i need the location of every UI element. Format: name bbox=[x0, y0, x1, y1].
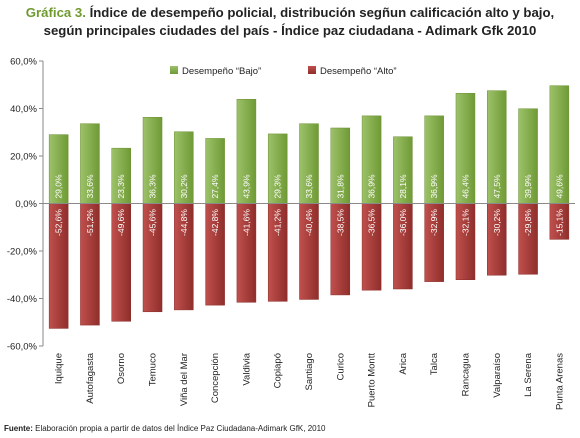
data-label-bajo: 30,2% bbox=[179, 174, 189, 199]
data-label-alto: -29,8% bbox=[523, 209, 533, 236]
x-tick-label: Puerto Montt bbox=[367, 353, 378, 408]
y-tick-label: 0,0% bbox=[15, 199, 37, 210]
chart-title-lead: Gráfica 3. bbox=[25, 5, 86, 20]
data-label-bajo: 36,9% bbox=[429, 174, 439, 199]
data-label-bajo: 43,9% bbox=[241, 174, 251, 199]
data-label-bajo: 31,8% bbox=[335, 174, 345, 199]
data-label-alto: -41,6% bbox=[241, 209, 251, 236]
y-tick-label: -60,0% bbox=[7, 342, 38, 353]
x-tick-label: Curico bbox=[335, 353, 346, 380]
x-tick-label: Punta Arenas bbox=[554, 353, 565, 410]
x-tick-label: Santiago bbox=[304, 353, 315, 391]
source-note: Fuente: Elaboración propia a partir de d… bbox=[4, 424, 326, 433]
data-label-bajo: 27,4% bbox=[210, 174, 220, 199]
data-label-bajo: 23,3% bbox=[116, 174, 126, 199]
data-label-bajo: 49,6% bbox=[554, 174, 564, 199]
data-label-alto: -32,1% bbox=[460, 209, 470, 236]
x-tick-label: Talca bbox=[429, 352, 440, 375]
x-tick-label: Valdivia bbox=[241, 352, 252, 385]
data-label-bajo: 28,1% bbox=[398, 174, 408, 199]
data-label-alto: -44,8% bbox=[179, 209, 189, 236]
chart-title-line2: según principales ciudades del país - Ín… bbox=[43, 23, 537, 38]
data-label-alto: -42,8% bbox=[210, 209, 220, 236]
data-label-alto: -38,5% bbox=[335, 209, 345, 236]
x-tick-label: Arica bbox=[398, 352, 409, 374]
data-label-alto: -41,2% bbox=[273, 209, 283, 236]
x-tick-label: Valparaíso bbox=[492, 353, 503, 398]
legend-alto-label: Desempeño “Alto” bbox=[320, 66, 397, 77]
y-tick-label: 60,0% bbox=[10, 57, 37, 68]
chart-title-text: Índice de desempeño policial, distribuci… bbox=[85, 5, 555, 20]
data-label-alto: -51,2% bbox=[85, 209, 95, 236]
chart-title-line1: Gráfica 3. Índice de desempeño policial,… bbox=[0, 4, 580, 22]
x-tick-label: Copiapó bbox=[273, 353, 284, 388]
y-tick-label: 40,0% bbox=[10, 104, 37, 115]
data-label-bajo: 36,9% bbox=[367, 174, 377, 199]
data-label-bajo: 47,5% bbox=[492, 174, 502, 199]
legend-alto-swatch bbox=[308, 66, 316, 74]
x-tick-label: Temuco bbox=[148, 353, 159, 386]
x-tick-label: Iquique bbox=[54, 353, 65, 384]
data-label-bajo: 39,9% bbox=[523, 174, 533, 199]
x-tick-label: La Serena bbox=[523, 352, 534, 397]
data-label-bajo: 33,6% bbox=[85, 174, 95, 199]
y-tick-label: -40,0% bbox=[7, 294, 38, 305]
x-tick-label: Concepción bbox=[210, 353, 221, 403]
data-label-alto: -36,5% bbox=[367, 209, 377, 236]
legend-bajo-label: Desempeño “Bajo” bbox=[182, 66, 261, 77]
legend-bajo-swatch bbox=[170, 66, 178, 74]
data-label-alto: -15,1% bbox=[554, 209, 564, 236]
y-tick-label: -20,0% bbox=[7, 247, 38, 258]
data-label-bajo: 29,3% bbox=[273, 174, 283, 199]
source-label: Fuente: bbox=[4, 424, 33, 433]
data-label-alto: -40,4% bbox=[304, 209, 314, 236]
data-label-bajo: 29,0% bbox=[54, 174, 64, 199]
data-label-alto: -32,9% bbox=[429, 209, 439, 236]
data-label-alto: -30,2% bbox=[492, 209, 502, 236]
y-tick-label: 20,0% bbox=[10, 152, 37, 163]
data-label-alto: -49,6% bbox=[116, 209, 126, 236]
data-label-alto: -45,6% bbox=[148, 209, 158, 236]
data-label-bajo: 36,3% bbox=[148, 174, 158, 199]
x-tick-label: Osorno bbox=[116, 353, 127, 384]
source-text: Elaboración propia a partir de datos del… bbox=[32, 424, 326, 433]
data-label-bajo: 33,6% bbox=[304, 174, 314, 199]
data-label-alto: -36,0% bbox=[398, 209, 408, 236]
x-tick-label: Autofagasta bbox=[85, 352, 96, 403]
data-label-bajo: 46,4% bbox=[460, 174, 470, 199]
x-tick-label: Viña del Mar bbox=[179, 353, 190, 406]
x-tick-label: Rancagua bbox=[460, 352, 471, 396]
data-label-alto: -52,6% bbox=[54, 209, 64, 236]
